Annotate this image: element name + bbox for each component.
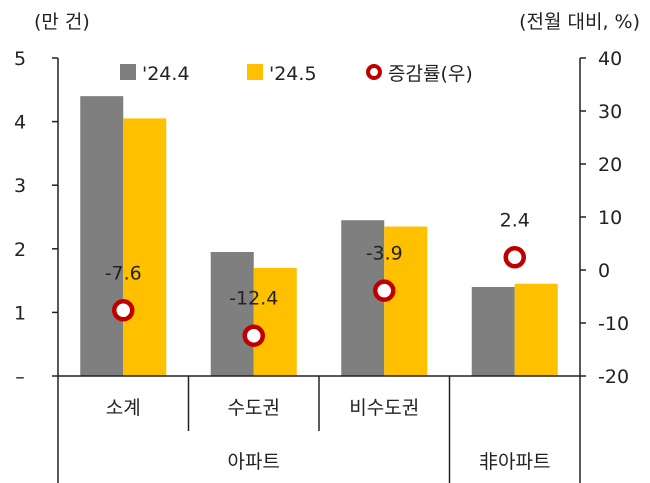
bar <box>384 226 428 376</box>
bar <box>514 283 558 376</box>
rate-data-label: -12.4 <box>229 288 278 310</box>
category-label: 소계 <box>106 397 141 419</box>
rate-point <box>503 246 526 269</box>
legend-swatch <box>247 64 263 80</box>
left-tick-label: – <box>15 366 25 388</box>
group-label: 非아파트 <box>479 451 550 473</box>
legend-label: 증감률(우) <box>388 63 473 85</box>
bar <box>471 286 515 376</box>
right-tick-label: -20 <box>598 366 629 388</box>
rate-data-label: 2.4 <box>500 209 530 231</box>
left-tick-label: 3 <box>14 175 26 197</box>
legend: '24.4 '24.5 증감률(우) <box>120 63 473 85</box>
right-tick-label: 0 <box>598 260 610 282</box>
left-axis-unit: (만 건) <box>34 11 90 33</box>
category-label: 비수도권 <box>349 397 419 419</box>
left-tick-label: 2 <box>14 239 26 261</box>
right-tick-label: 10 <box>598 207 622 229</box>
group-label: 아파트 <box>228 451 280 473</box>
legend-label: '24.5 <box>269 63 317 85</box>
rate-point <box>112 299 135 322</box>
right-axis-unit: (전월 대비, %) <box>519 11 640 33</box>
right-tick-label: -10 <box>598 313 629 335</box>
legend-marker <box>366 64 382 80</box>
category-label: 수도권 <box>228 397 280 419</box>
plot-area: – 1 2 3 4 5 -20 -10 0 10 20 30 40 -7.6 -12.4 -3.9 2.4 소계 수… <box>14 48 629 483</box>
bar <box>123 118 167 377</box>
legend-label: '24.4 <box>142 63 190 85</box>
bar <box>253 267 297 376</box>
bar <box>210 251 254 376</box>
right-tick-label: 30 <box>598 101 622 123</box>
rate-point <box>373 279 396 302</box>
rate-point <box>242 324 265 347</box>
left-tick-label: 5 <box>14 48 26 70</box>
right-tick-label: 40 <box>598 48 622 70</box>
rate-data-label: -7.6 <box>105 262 142 284</box>
legend-swatch <box>120 64 136 80</box>
rate-data-label: -3.9 <box>366 243 403 265</box>
left-tick-label: 1 <box>14 302 26 324</box>
right-tick-label: 20 <box>598 154 622 176</box>
bar <box>80 96 124 376</box>
left-tick-label: 4 <box>14 112 26 134</box>
